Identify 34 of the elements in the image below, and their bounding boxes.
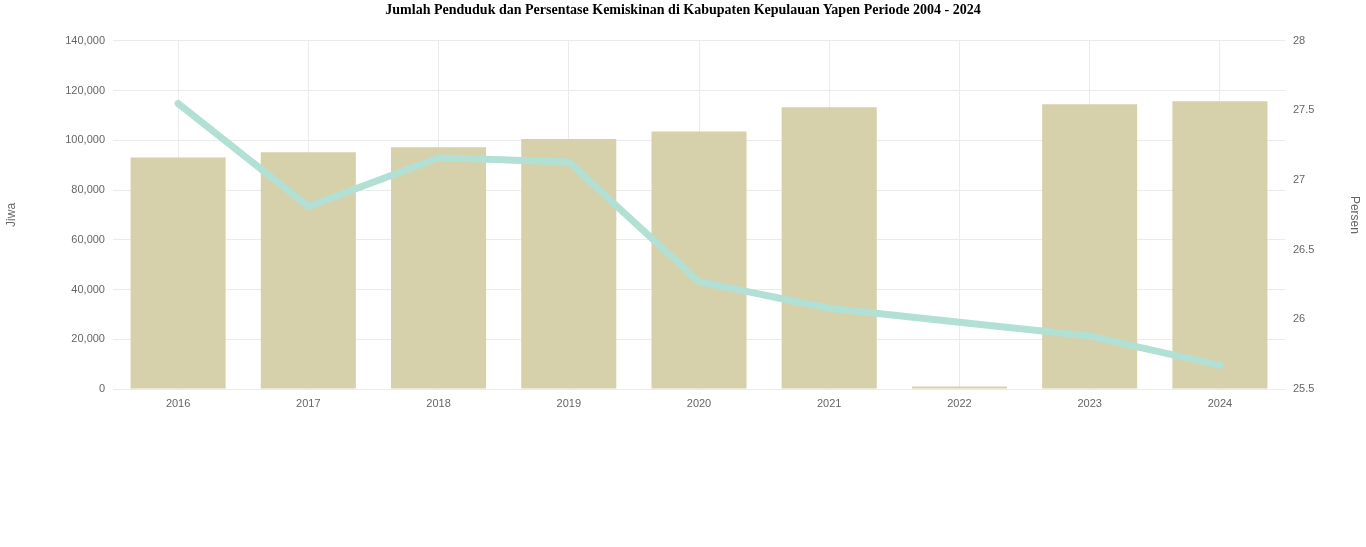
- y-tick-label: 80,000: [71, 183, 105, 196]
- y2-tick-label: 27: [1293, 173, 1306, 186]
- y2-tick-label: 26: [1293, 312, 1306, 325]
- y2-tick-label: 26.5: [1293, 242, 1315, 255]
- y-tick-label: 0: [98, 382, 105, 395]
- bar: [651, 131, 747, 389]
- y-tick-label: 140,000: [65, 33, 105, 46]
- x-tick-label: 2017: [296, 396, 321, 409]
- y2-axis-title: Persen: [1348, 195, 1363, 234]
- bar: [260, 152, 356, 389]
- x-tick-label: 2023: [1077, 396, 1102, 409]
- bar: [1172, 101, 1268, 389]
- y-tick-label: 100,000: [65, 133, 105, 146]
- y-tick-label: 40,000: [71, 282, 105, 295]
- y2-tick-label: 27.5: [1293, 103, 1315, 116]
- x-tick-label: 2021: [816, 396, 842, 409]
- x-tick-label: 2024: [1207, 396, 1233, 409]
- y-tick-label: 20,000: [71, 332, 105, 345]
- bar: [1042, 104, 1138, 389]
- x-tick-label: 2016: [165, 396, 191, 409]
- y-axis-title: Jiwa: [3, 202, 18, 227]
- bar: [391, 147, 487, 389]
- bar: [521, 139, 617, 389]
- bar: [781, 107, 877, 389]
- bar: [130, 157, 226, 389]
- x-tick-label: 2020: [686, 396, 712, 409]
- chart-title: Jumlah Penduduk dan Persentase Kemiskinan di Kabupaten Kepulauan Yapen Periode 2004 - 2024: [385, 2, 981, 18]
- x-tick-label: 2022: [947, 396, 972, 409]
- y2-tick-label: 25.5: [1293, 382, 1315, 395]
- y2-tick-label: 28: [1293, 33, 1306, 46]
- y-tick-label: 120,000: [65, 83, 105, 96]
- x-tick-label: 2018: [426, 396, 451, 409]
- y-tick-label: 60,000: [71, 232, 105, 245]
- x-tick-label: 2019: [556, 396, 582, 409]
